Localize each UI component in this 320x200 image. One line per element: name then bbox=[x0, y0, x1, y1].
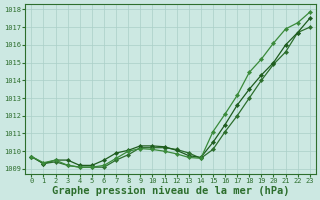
X-axis label: Graphe pression niveau de la mer (hPa): Graphe pression niveau de la mer (hPa) bbox=[52, 186, 289, 196]
